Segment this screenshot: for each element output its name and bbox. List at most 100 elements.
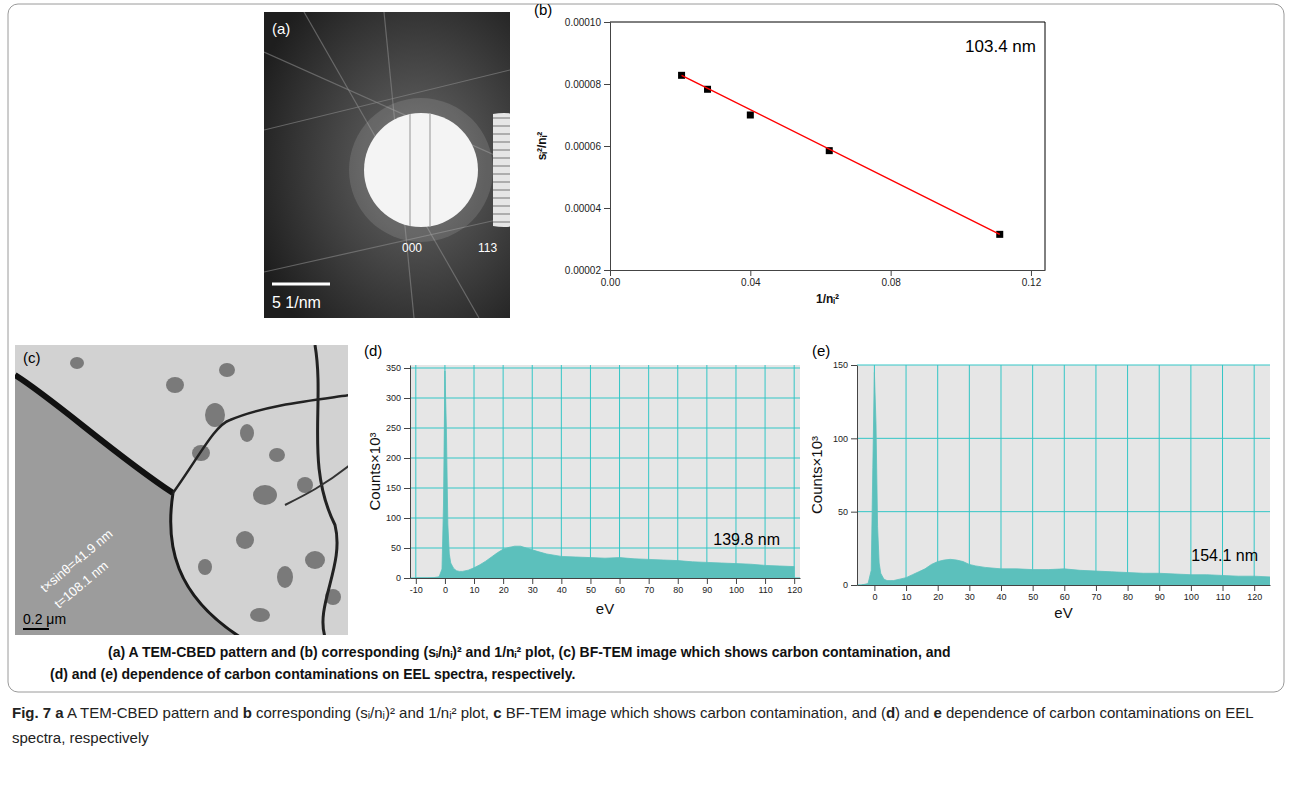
tick-mark bbox=[1191, 585, 1192, 591]
precipitate bbox=[305, 551, 325, 569]
grid-line bbox=[706, 365, 707, 578]
tick: 70 bbox=[644, 578, 654, 595]
tick: 50 bbox=[1028, 585, 1038, 602]
y-axis-title: Counts×10³ bbox=[366, 433, 383, 511]
thickness-label: 154.1 nm bbox=[1191, 547, 1258, 564]
panel-label: (e) bbox=[812, 342, 830, 359]
tick-mark bbox=[604, 22, 610, 23]
tick-mark bbox=[404, 578, 410, 579]
tick-label: 60 bbox=[1060, 592, 1070, 602]
tick-label: 120 bbox=[1247, 592, 1262, 602]
cbed-background bbox=[264, 12, 510, 318]
grid-line bbox=[590, 365, 591, 578]
grid-line bbox=[532, 365, 533, 578]
tick-label: 100 bbox=[833, 434, 848, 444]
tick-mark bbox=[649, 578, 650, 584]
tick: 60 bbox=[1060, 585, 1070, 602]
tick-mark bbox=[1096, 585, 1097, 591]
disk-glow bbox=[349, 98, 493, 242]
tem-features bbox=[15, 345, 348, 635]
data-point bbox=[747, 112, 754, 119]
axis-line bbox=[610, 23, 611, 271]
tick-label: 0.00006 bbox=[565, 141, 602, 152]
grid-line bbox=[1159, 365, 1160, 585]
tick: 10 bbox=[902, 585, 912, 602]
frame-line bbox=[610, 22, 1045, 23]
tick-label: 40 bbox=[557, 585, 567, 595]
tick: 30 bbox=[965, 585, 975, 602]
tick-mark bbox=[404, 548, 410, 549]
plot-background bbox=[857, 365, 1270, 585]
disk-fringe bbox=[493, 133, 510, 135]
tick-mark bbox=[532, 578, 533, 584]
tick-mark bbox=[610, 270, 611, 276]
tick-label: 0 bbox=[872, 592, 877, 602]
grid-line bbox=[410, 428, 800, 429]
grain-boundary bbox=[15, 375, 173, 493]
tick-label: 50 bbox=[586, 585, 596, 595]
scale-bar bbox=[272, 283, 330, 286]
grid bbox=[410, 365, 800, 578]
grid-line bbox=[648, 365, 649, 578]
disk-fringe bbox=[493, 157, 510, 159]
disk-113 bbox=[493, 113, 510, 227]
tick-mark bbox=[891, 270, 892, 276]
tick-mark bbox=[874, 585, 875, 591]
grain-boundary bbox=[171, 493, 240, 635]
tick: 0.04 bbox=[741, 270, 761, 288]
caption-text: b bbox=[243, 704, 252, 721]
tick: 20 bbox=[933, 585, 943, 602]
x-axis: 0.00 0.04 0.08 0.12 bbox=[601, 270, 1046, 288]
tick-mark bbox=[590, 578, 591, 584]
tick: 60 bbox=[615, 578, 625, 595]
tick: 10 bbox=[470, 578, 480, 595]
grain-boundary bbox=[285, 465, 348, 505]
tick-mark bbox=[561, 578, 562, 584]
disk-fringe bbox=[493, 141, 510, 143]
fit-line bbox=[682, 75, 1000, 234]
precipitate bbox=[277, 566, 293, 588]
grid-line bbox=[619, 365, 620, 578]
tick-label: 150 bbox=[833, 360, 848, 370]
tick-label: 110 bbox=[758, 585, 772, 595]
tick: 0.12 bbox=[1022, 270, 1042, 288]
grid-line bbox=[410, 488, 800, 489]
x-axis-title: 1/nᵢ² bbox=[816, 292, 839, 306]
disk-000 bbox=[364, 113, 478, 227]
tick: 150 bbox=[833, 360, 857, 370]
precipitate bbox=[240, 424, 254, 442]
tick-label: 0.00004 bbox=[565, 203, 602, 214]
tick-label: 100 bbox=[1184, 592, 1199, 602]
panel-label: (b) bbox=[534, 1, 552, 18]
tick-label: 0 bbox=[443, 585, 448, 595]
disk-fringe bbox=[493, 189, 510, 191]
caption-text: d bbox=[886, 704, 895, 721]
x-axis-title: eV bbox=[596, 600, 614, 617]
y-axis: 050100150 bbox=[833, 360, 858, 590]
tick: 0.00 bbox=[601, 270, 621, 288]
tick-label: 0.08 bbox=[881, 277, 901, 288]
tick: 0.00004 bbox=[565, 203, 610, 214]
grid-line bbox=[410, 368, 800, 369]
grid-line bbox=[415, 365, 416, 578]
tick: -10 bbox=[410, 578, 423, 595]
tick: 110 bbox=[758, 578, 772, 595]
precipitate bbox=[166, 377, 184, 393]
tick: 80 bbox=[1123, 585, 1133, 602]
axis-line bbox=[857, 366, 858, 586]
scale-bar bbox=[23, 628, 49, 630]
tick-label: 300 bbox=[386, 393, 401, 403]
precipitate bbox=[250, 608, 270, 622]
grid-line bbox=[410, 518, 800, 519]
disk-fringe bbox=[493, 197, 510, 199]
precipitate bbox=[269, 448, 285, 462]
tick-label: 0.00010 bbox=[565, 17, 602, 28]
tick-mark bbox=[604, 270, 610, 271]
tick: 250 bbox=[386, 423, 410, 433]
tick: 0.00002 bbox=[565, 265, 610, 276]
tick-mark bbox=[503, 578, 504, 584]
disk-fringe bbox=[493, 125, 510, 127]
tick-mark bbox=[1254, 585, 1255, 591]
tick: 80 bbox=[673, 578, 683, 595]
tick: 0.00008 bbox=[565, 79, 610, 90]
